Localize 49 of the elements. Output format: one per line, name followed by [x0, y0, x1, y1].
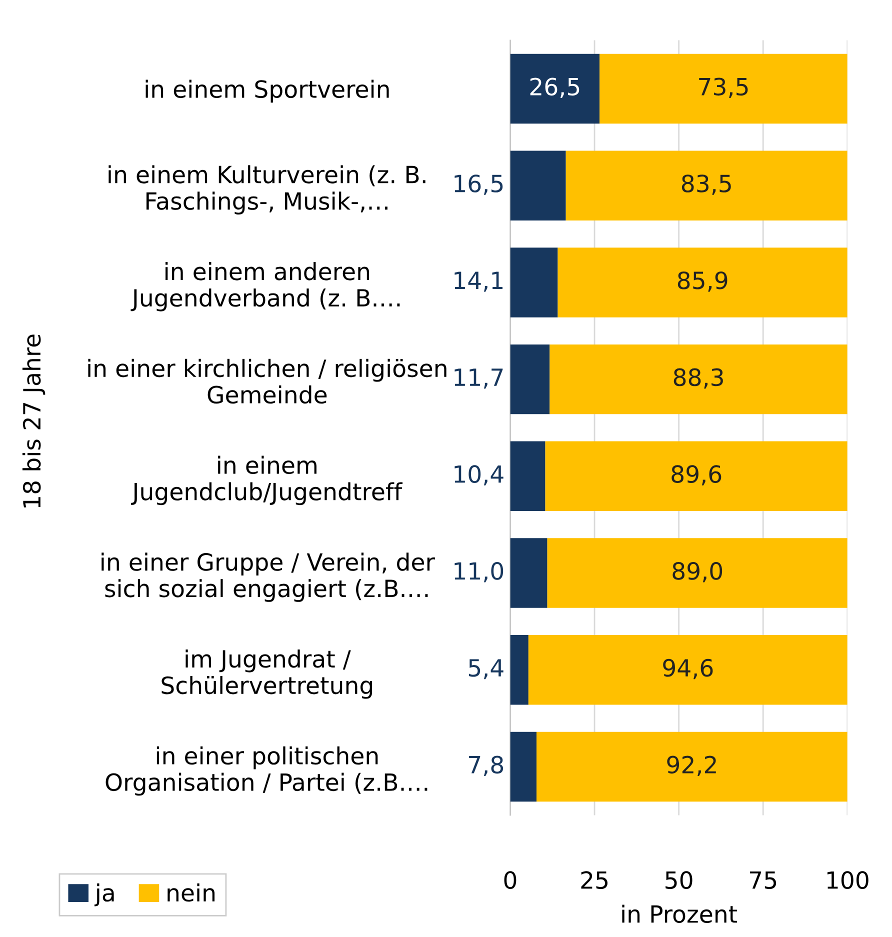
bar — [510, 150, 566, 220]
x-tick-label: 25 — [581, 871, 608, 890]
data-label: 16,5 — [454, 174, 503, 195]
data-label: 92,2 — [667, 756, 716, 776]
bar — [536, 732, 848, 802]
y-tick-label: in einer Gruppe / Verein, der sich sozial engagiert (z.B.… — [102, 552, 435, 602]
legend-label: nein — [168, 883, 215, 902]
bar — [566, 150, 848, 220]
y-tick-label: in einem Jugendclub/Jugendtreff — [131, 456, 403, 506]
x-tick-label: 0 — [504, 871, 516, 890]
x-tick-label: 100 — [827, 871, 868, 890]
bar — [510, 441, 546, 512]
x-axis-title: in Prozent — [622, 904, 738, 923]
data-label: 89,6 — [672, 465, 722, 486]
bar — [510, 732, 537, 802]
y-tick-label: im Jugendrat / Schülervertretung — [162, 650, 372, 699]
data-label: 14,1 — [454, 272, 502, 292]
y-tick-label: in einem Sportverein — [146, 80, 389, 103]
data-label: 5,4 — [468, 659, 504, 680]
data-label: 85,9 — [678, 271, 728, 292]
bar — [545, 441, 848, 512]
data-label: 10,4 — [454, 465, 504, 486]
bar — [510, 538, 548, 608]
bar — [510, 344, 550, 414]
data-label: 11,7 — [454, 368, 503, 389]
bar — [510, 54, 600, 124]
bar — [600, 54, 848, 124]
bar — [528, 635, 848, 705]
bar — [550, 344, 848, 414]
bar — [510, 635, 528, 705]
data-label: 83,5 — [682, 174, 731, 195]
data-label: 94,6 — [663, 658, 713, 680]
y-tick-label: in einem anderen Jugendverband (z. B.… — [130, 262, 400, 312]
data-label: 88,3 — [674, 368, 723, 389]
x-tick-label: 50 — [666, 871, 692, 890]
data-label: 26,5 — [530, 78, 580, 98]
y-tick-label: in einer kirchlichen / religiösen Gemeinde — [88, 358, 446, 404]
y-tick-label: in einem Kulturverein (z. B. Faschings-, Musik-,… — [108, 165, 426, 214]
legend-label: ja — [94, 883, 114, 906]
bar — [510, 248, 558, 318]
y-axis-title: 18 bis 27 Jahre — [22, 334, 46, 508]
bar — [547, 538, 848, 608]
data-label: 73,5 — [699, 78, 748, 98]
data-label: 7,8 — [469, 756, 504, 776]
bar — [558, 248, 848, 318]
data-label: 89,0 — [672, 562, 722, 582]
data-label: 11,0 — [454, 562, 504, 582]
x-tick-label: 75 — [750, 871, 776, 890]
y-tick-label: in einer politischen Organisation / Partei (z.B.… — [106, 746, 428, 796]
